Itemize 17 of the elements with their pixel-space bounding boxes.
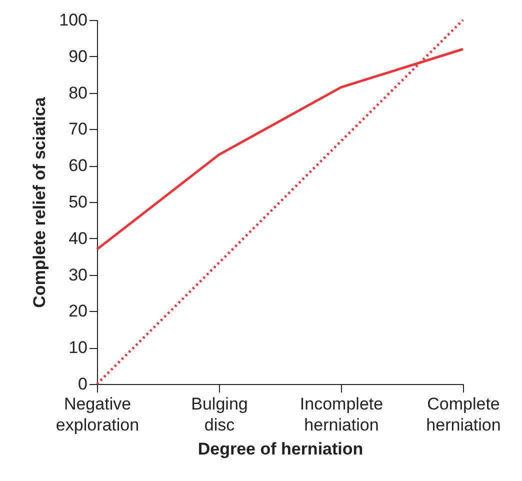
y-tick-label: 40 bbox=[68, 228, 88, 248]
x-axis-title: Degree of herniation bbox=[198, 440, 364, 458]
y-tick-label: 80 bbox=[68, 83, 88, 102]
x-tick-label: Incomplete herniation bbox=[300, 394, 384, 434]
y-tick-label: 90 bbox=[68, 46, 88, 66]
y-tick-label: 70 bbox=[68, 120, 88, 139]
y-tick-label: 20 bbox=[68, 302, 88, 321]
y-tick-label: 50 bbox=[68, 192, 88, 212]
y-axis-title: Complete relief of sciatica bbox=[30, 96, 50, 308]
x-tick-label: Negative exploration bbox=[56, 394, 140, 434]
x-tick-label: Complete herniation bbox=[426, 394, 501, 434]
y-tick-label: 30 bbox=[68, 265, 88, 284]
x-tick-label: Bulging disc bbox=[191, 394, 248, 434]
y-tick-label: 0 bbox=[78, 374, 88, 394]
y-tick-label: 60 bbox=[68, 156, 88, 176]
y-tick-label: 10 bbox=[68, 338, 88, 358]
y-tick-label: 100 bbox=[59, 10, 88, 30]
